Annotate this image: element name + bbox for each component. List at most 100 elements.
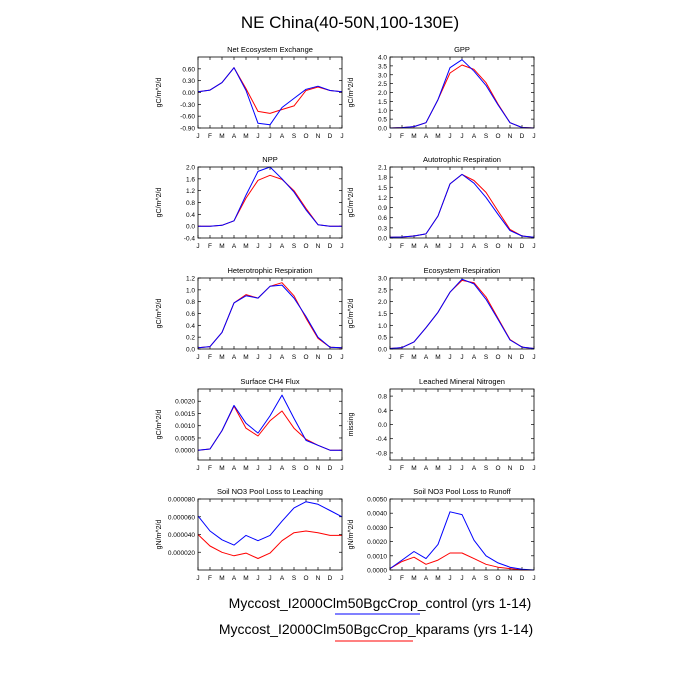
y-axis-label: gC/m^2/d [156, 78, 163, 108]
y-tick-label: 2.0 [378, 90, 387, 97]
y-tick-label: 0.0020 [175, 399, 195, 406]
x-tick-label: F [208, 354, 212, 361]
x-tick-label: D [520, 243, 525, 250]
x-tick-label: M [243, 575, 248, 582]
x-tick-label: O [495, 133, 500, 140]
y-tick-label: 0.8 [186, 299, 195, 306]
x-tick-label: D [520, 575, 525, 582]
y-axis-label: gC/m^2/d [348, 78, 355, 108]
x-tick-label: F [400, 465, 404, 472]
panel-1: Net Ecosystem Exchange gC/m^2/d 0.60 0.30 0.… [156, 45, 344, 140]
plot-frame [197, 498, 343, 571]
plot-frame [197, 166, 343, 239]
y-axis-label: gC/m^2/d [156, 299, 163, 329]
x-tick-label: J [196, 465, 199, 472]
y-tick-label: 0.0 [186, 224, 195, 231]
y-tick-label: 0.4 [378, 408, 387, 415]
plot-frame [197, 388, 343, 461]
panel-4: Autotrophic Respiration gC/m^2/d 2.1 1.8 1.5… [348, 155, 536, 250]
panel-title: Soil NO3 Pool Loss to Leaching [217, 487, 323, 496]
series-line-2 [389, 279, 535, 349]
y-tick-label: 2.1 [378, 165, 387, 172]
x-tick-label: D [328, 354, 333, 361]
y-tick-label: 0.0050 [367, 497, 387, 504]
x-tick-label: F [208, 465, 212, 472]
x-tick-label: A [472, 575, 477, 582]
panel-10: Soil NO3 Pool Loss to Runoff gN/m^2/d 0.00… [348, 487, 536, 582]
y-axis-label: gC/m^2/d [348, 299, 355, 329]
y-tick-label: 0.000040 [168, 532, 195, 539]
y-tick-label: 0.8 [378, 394, 387, 401]
x-tick-label: A [280, 354, 285, 361]
series-line-1 [389, 511, 535, 571]
y-tick-label: 0.0030 [367, 525, 387, 532]
x-tick-label: M [435, 575, 440, 582]
y-tick-label: 2.5 [378, 287, 387, 294]
panel-7: Surface CH4 Flux gC/m^2/d 0.0020 0.0015 0.00… [156, 377, 344, 472]
x-tick-label: A [232, 133, 237, 140]
x-tick-label: A [232, 575, 237, 582]
x-tick-label: N [316, 354, 321, 361]
x-tick-label: J [388, 354, 391, 361]
series-line-2 [389, 552, 534, 571]
x-tick-label: J [460, 354, 463, 361]
x-tick-label: S [484, 354, 489, 361]
x-tick-label: A [232, 243, 237, 250]
y-tick-label: -0.4 [184, 236, 196, 243]
y-tick-label: 0.0020 [367, 539, 387, 546]
x-tick-label: M [411, 133, 416, 140]
y-tick-label: 1.5 [378, 99, 387, 106]
y-tick-label: 0.000080 [168, 497, 195, 504]
x-tick-label: S [484, 575, 489, 582]
x-tick-label: M [219, 243, 224, 250]
x-tick-label: A [424, 354, 429, 361]
series-line-1 [197, 501, 343, 546]
x-tick-label: J [268, 575, 271, 582]
y-tick-label: 0.9 [378, 205, 387, 212]
x-tick-label: J [532, 575, 535, 582]
y-tick-label: 4.0 [378, 55, 387, 62]
x-tick-label: S [292, 465, 297, 472]
x-tick-label: J [532, 354, 535, 361]
x-tick-label: F [400, 243, 404, 250]
y-tick-label: 0.0000 [367, 568, 387, 575]
y-tick-label: 0.2 [186, 335, 195, 342]
x-tick-label: J [340, 133, 343, 140]
x-tick-label: N [508, 465, 513, 472]
plot-frame [389, 388, 535, 461]
x-tick-label: A [472, 243, 477, 250]
y-tick-label: 0.4 [186, 323, 195, 330]
x-tick-label: J [448, 133, 451, 140]
x-tick-label: J [340, 354, 343, 361]
x-tick-label: J [460, 133, 463, 140]
x-tick-label: J [256, 354, 259, 361]
x-tick-label: S [292, 575, 297, 582]
x-tick-label: M [411, 465, 416, 472]
series-line-1 [197, 284, 343, 349]
x-tick-label: A [472, 133, 477, 140]
series-line-1 [197, 394, 342, 451]
x-tick-label: O [303, 465, 308, 472]
series-line-1 [197, 67, 343, 126]
x-tick-label: D [520, 133, 525, 140]
y-tick-label: 0.00 [182, 90, 195, 97]
x-tick-label: M [243, 243, 248, 250]
y-tick-label: 0.3 [378, 225, 387, 232]
x-tick-label: N [316, 133, 321, 140]
x-tick-label: O [303, 354, 308, 361]
x-tick-label: N [508, 243, 513, 250]
x-tick-label: J [388, 243, 391, 250]
y-tick-label: 1.2 [378, 195, 387, 202]
panel-5: Heterotrophic Respiration gC/m^2/d 1.2 1.0 0… [156, 266, 344, 361]
x-tick-label: O [495, 465, 500, 472]
x-tick-label: J [268, 133, 271, 140]
x-tick-label: S [292, 243, 297, 250]
x-tick-label: M [435, 243, 440, 250]
x-tick-label: N [316, 465, 321, 472]
x-tick-label: J [448, 575, 451, 582]
series-line-2 [198, 174, 342, 227]
x-tick-label: A [424, 465, 429, 472]
series-line-2 [197, 67, 343, 114]
x-tick-label: M [243, 133, 248, 140]
